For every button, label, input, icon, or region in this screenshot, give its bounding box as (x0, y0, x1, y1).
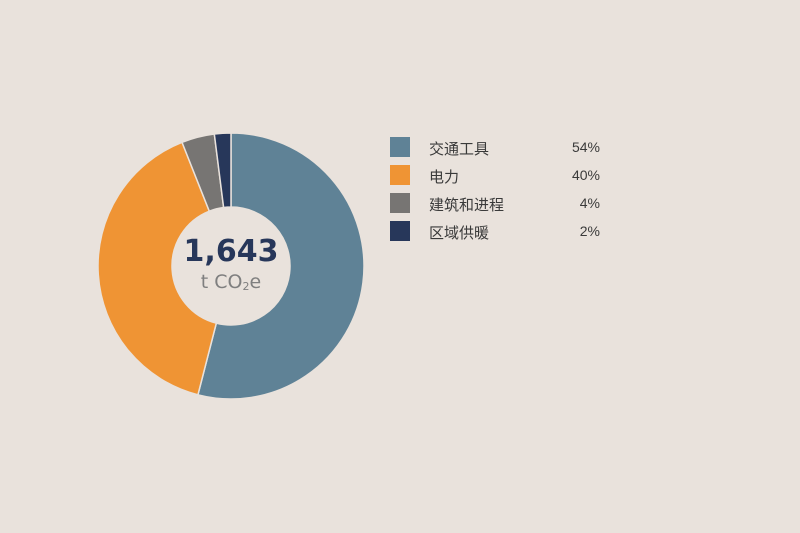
legend-item: 区域供暖 2% (390, 220, 610, 248)
legend-percent: 40% (571, 167, 600, 183)
legend-swatch (390, 221, 410, 241)
legend-swatch (390, 193, 410, 213)
legend-percent: 54% (571, 139, 600, 155)
legend-label: 电力 (429, 168, 460, 186)
legend-label: 区域供暖 (429, 224, 490, 242)
legend-percent: 4% (579, 195, 600, 211)
donut-chart (97, 132, 365, 400)
legend-percent: 2% (579, 223, 600, 239)
legend-item: 交通工具 54% (390, 136, 610, 164)
legend-item: 建筑和进程 4% (390, 192, 610, 220)
chart-legend: 交通工具 54% 电力 40% 建筑和进程 4% 区域供暖 2% (390, 136, 610, 248)
legend-item: 电力 40% (390, 164, 610, 192)
legend-swatch (390, 165, 410, 185)
donut-hole (172, 207, 290, 325)
legend-swatch (390, 137, 410, 157)
legend-label: 建筑和进程 (429, 196, 505, 214)
legend-label: 交通工具 (429, 140, 490, 158)
